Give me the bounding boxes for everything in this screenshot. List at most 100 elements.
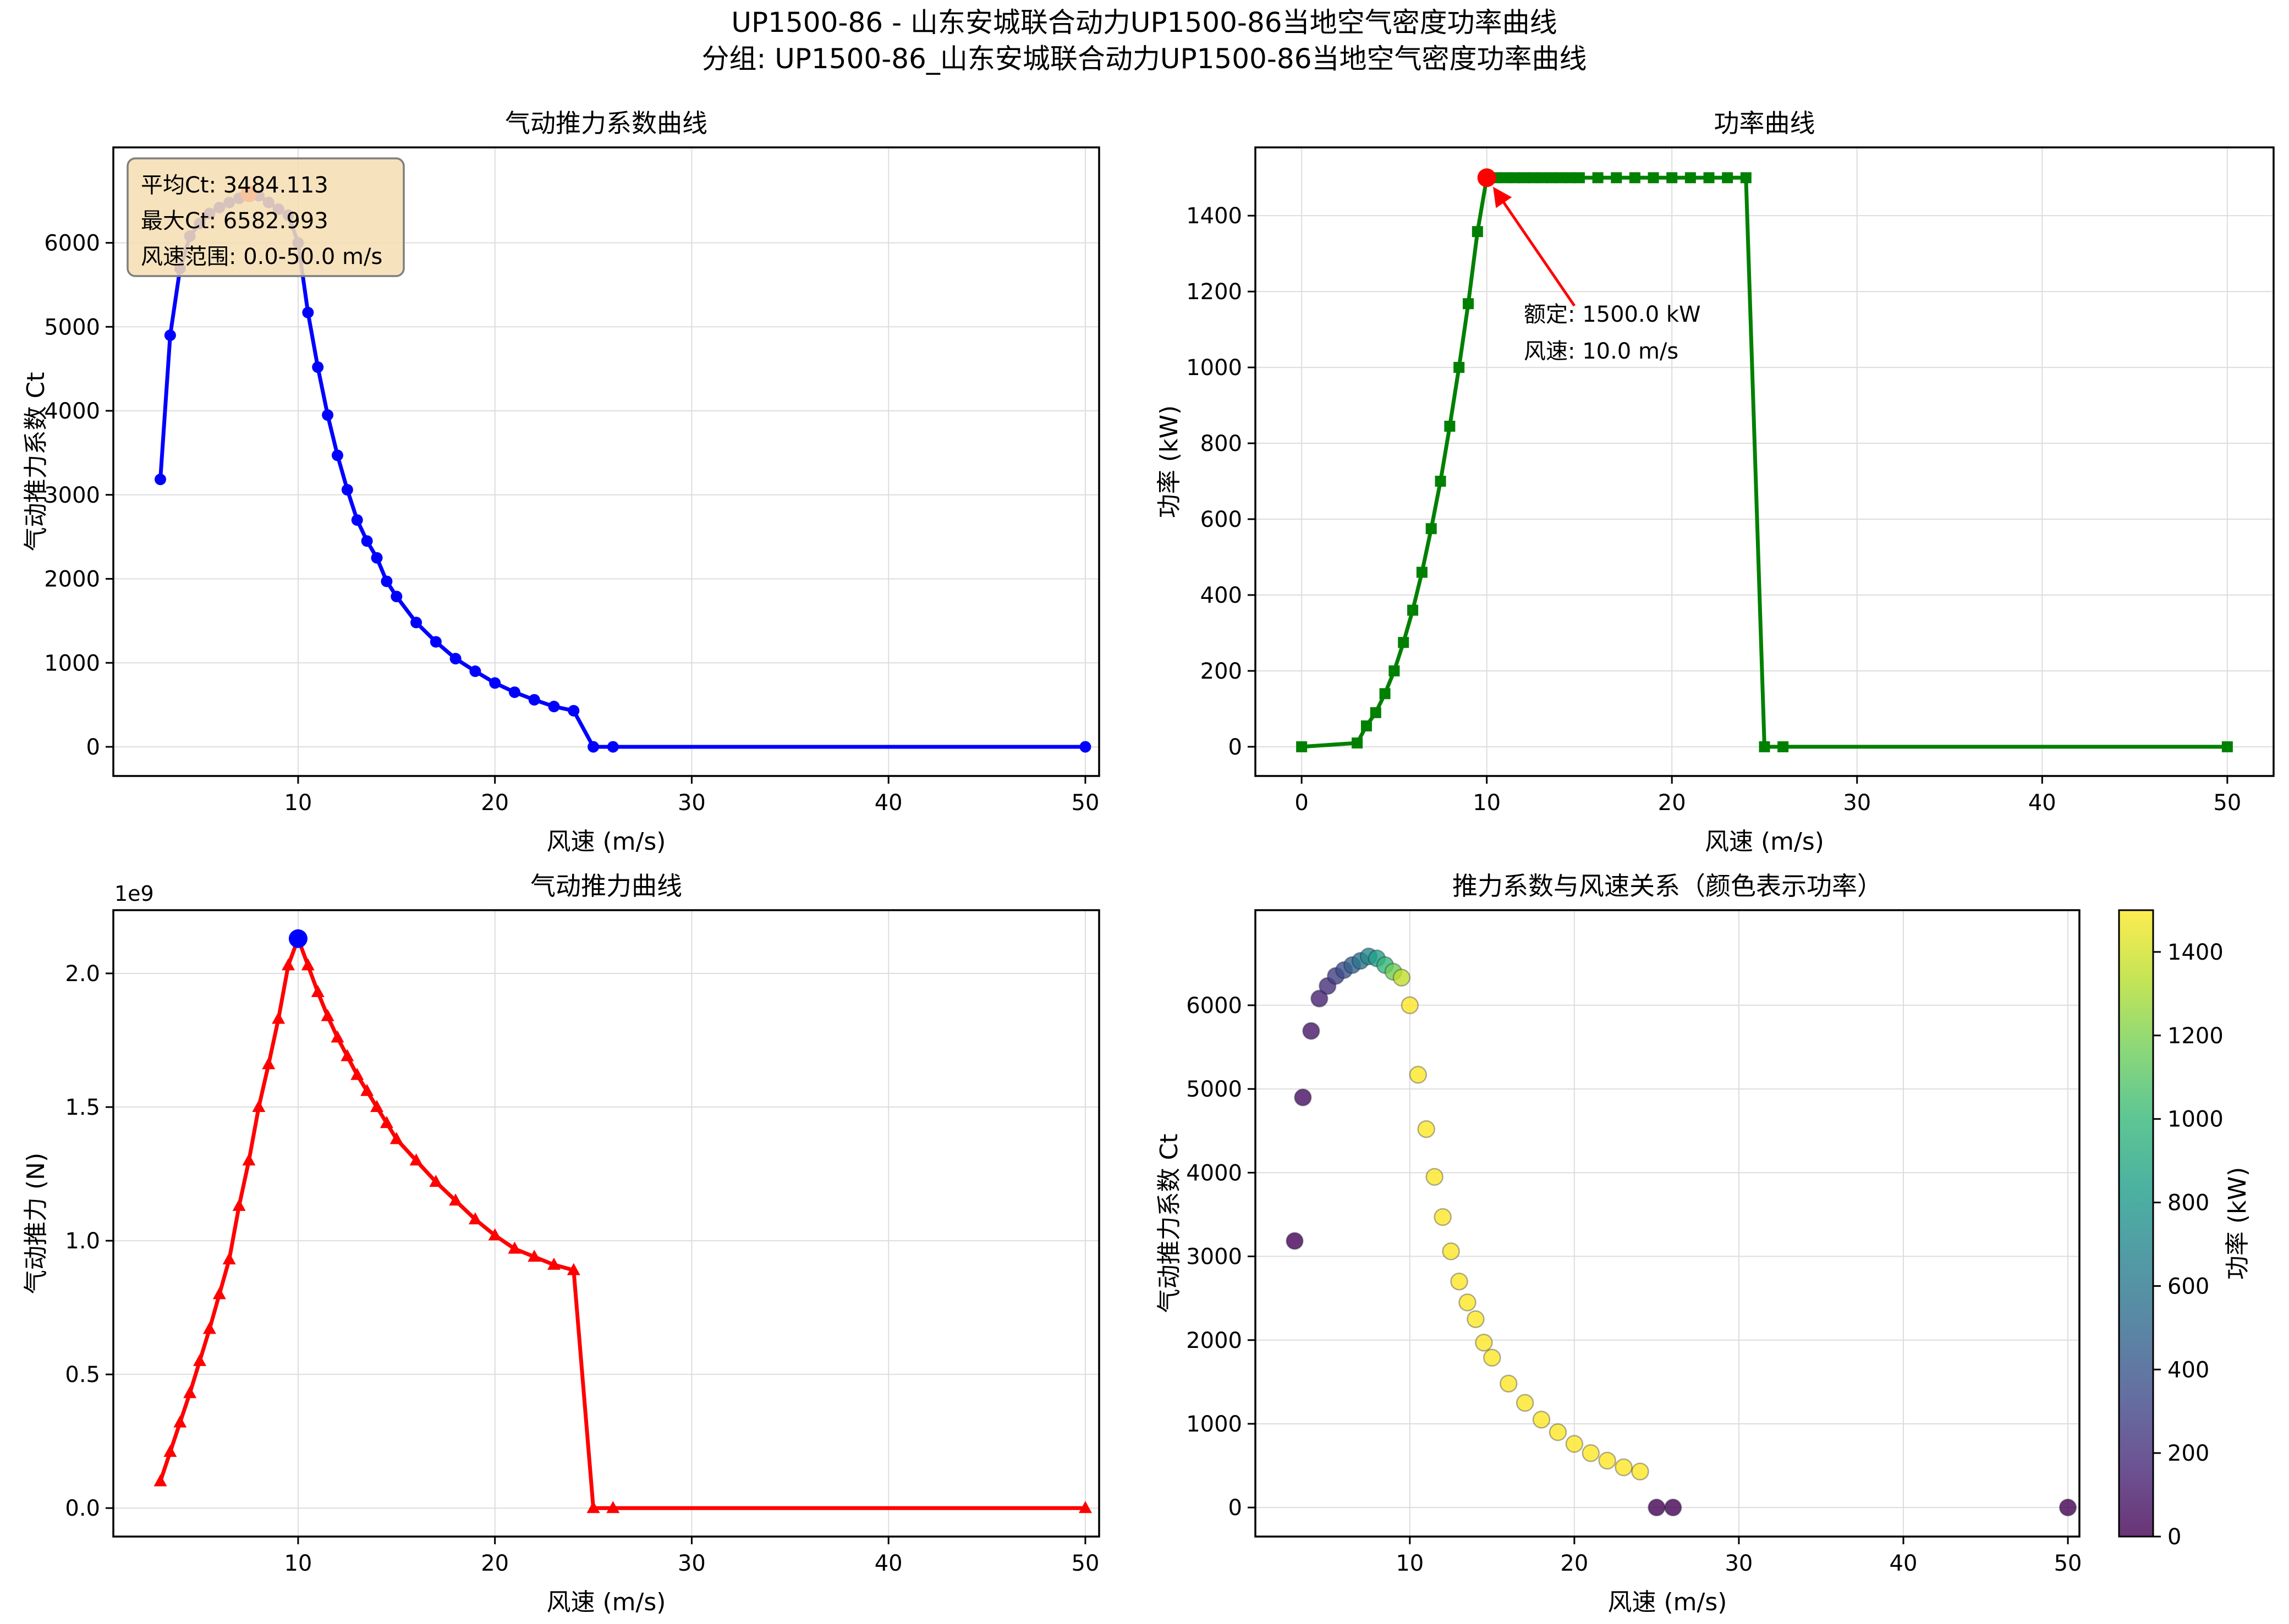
y-tick-label: 0 [1228, 1495, 1242, 1521]
data-point-marker [331, 1030, 344, 1043]
y-tick-label: 0.5 [65, 1362, 100, 1388]
y-tick-label: 400 [1200, 583, 1242, 608]
data-point-marker [262, 1057, 276, 1070]
scatter-point [1500, 1374, 1518, 1393]
scatter-point [1467, 1310, 1485, 1328]
data-point-marker [155, 474, 167, 486]
data-point-marker [567, 1263, 580, 1275]
data-point-marker [202, 1322, 216, 1334]
data-point-marker [183, 1386, 197, 1399]
y-tick-label: 200 [1200, 659, 1242, 684]
ticks-power_curve: 0 10 20 30 40 50 0 200 400 600 800 1000 1200 1400 [1186, 203, 2241, 816]
data-point-marker [1759, 741, 1770, 752]
scatter-point [1483, 1348, 1501, 1367]
ticks-ct_scatter: 10 20 30 40 50 0 1000 2000 3000 4000 5000 6000 [1186, 993, 2082, 1576]
scatter-point [1310, 989, 1329, 1008]
x-tick-label: 30 [1725, 1551, 1753, 1576]
data-point-marker [1629, 172, 1640, 184]
stats-annotation-line: 风速范围: 0.0-50.0 m/s [141, 244, 382, 269]
colorbar: 0 200 400 600 800 1000 1200 1400 功率 (kW) [2118, 909, 2252, 1550]
y-tick-label: 2000 [44, 567, 100, 592]
y-tick-label: 4000 [44, 399, 100, 424]
subplot-power_curve: 额定: 1500.0 kW 风速: 10.0 m/s 0 10 20 30 40 50 0 200… [1155, 108, 2275, 856]
data-point-marker [1684, 172, 1696, 184]
data-point-marker [153, 1474, 167, 1487]
figure-suptitle-line1: UP1500-86 - 山东安城联合动力UP1500-86当地空气密度功率曲线 [731, 7, 1557, 38]
data-point-marker [1777, 741, 1789, 752]
scatter-point [1434, 1208, 1452, 1226]
y-tick-label: 6000 [1186, 993, 1242, 1019]
colorbar-tick-label: 0 [2167, 1524, 2181, 1550]
data-point-marker [1352, 737, 1363, 748]
y-tick-label: 1400 [1186, 203, 1242, 229]
data-point-marker [1740, 172, 1752, 184]
scatter-point [1631, 1462, 1649, 1480]
scatter-point [1549, 1423, 1567, 1441]
x-tick-label: 50 [1072, 790, 1100, 816]
data-point-marker [468, 1212, 482, 1225]
colorbar-tick-label: 400 [2167, 1357, 2209, 1383]
data-point-marker [1463, 298, 1474, 310]
y-tick-label: 1000 [1186, 1412, 1242, 1437]
scatter-point [1417, 1120, 1435, 1138]
x-tick-label: 40 [875, 1551, 903, 1576]
axes-frame [112, 909, 1100, 1538]
x-axis-label: 风速 (m/s) [547, 1588, 666, 1616]
data-point-marker [1472, 226, 1483, 238]
data-point-marker [212, 1287, 226, 1300]
grid-power_curve [1255, 147, 2274, 776]
scatter-point [1565, 1435, 1584, 1453]
data-point-marker [528, 1249, 541, 1262]
x-tick-label: 40 [875, 790, 903, 816]
data-point-marker [302, 306, 314, 318]
scatter-point [1648, 1498, 1666, 1517]
axes-frame [1254, 909, 2081, 1538]
data-point-marker [429, 1175, 443, 1187]
data-point-marker [232, 1198, 246, 1211]
y-axis-offset-text: 1e9 [114, 882, 154, 906]
data-point-marker [1573, 172, 1585, 184]
data-point-marker [1592, 172, 1604, 184]
data-point-marker [1453, 362, 1465, 373]
data-point-marker [449, 1193, 463, 1206]
data-point-marker [1407, 604, 1419, 616]
data-point-marker [488, 1228, 502, 1241]
data-point-marker [312, 361, 324, 373]
y-tick-label: 6000 [44, 231, 100, 256]
y-tick-label: 1000 [44, 651, 100, 676]
data-point-marker [163, 1445, 177, 1457]
x-tick-label: 50 [2213, 790, 2241, 816]
data-point-marker [548, 701, 560, 713]
data-point-marker [508, 686, 520, 698]
data-point-marker [1416, 566, 1428, 578]
data-point-marker [252, 1100, 266, 1113]
x-tick-label: 20 [481, 790, 509, 816]
data-point-marker [1536, 172, 1548, 184]
data-point-marker [469, 665, 481, 678]
x-tick-label: 10 [284, 790, 312, 816]
data-point-marker [311, 984, 325, 997]
scatter-point [1450, 1272, 1468, 1291]
scatter-point [1615, 1458, 1633, 1477]
y-tick-label: 5000 [1186, 1077, 1242, 1102]
y-axis-label: 气动推力系数 Ct [1155, 1134, 1183, 1313]
data-point-marker [606, 1501, 620, 1513]
data-point-marker [1648, 172, 1659, 184]
data-point-marker [1398, 637, 1409, 648]
rated-annotation: 额定: 1500.0 kW 风速: 10.0 m/s [1493, 186, 1701, 364]
subplot-ct_scatter: 10 20 30 40 50 0 1000 2000 3000 4000 5000 6000 推力系数与… [1155, 871, 2082, 1616]
y-tick-label: 600 [1200, 507, 1242, 532]
data-point-marker [508, 1241, 522, 1254]
x-tick-label: 10 [1473, 790, 1501, 816]
ticks-ct_curve: 10 20 30 40 50 0 1000 2000 3000 4000 5000 6000 [44, 231, 1099, 816]
data-point-marker [381, 575, 393, 587]
scatter-point [1582, 1444, 1600, 1462]
data-point-marker [1518, 172, 1529, 184]
y-axis-label: 气动推力 (N) [22, 1153, 50, 1294]
data-point-marker [1611, 172, 1622, 184]
data-point-marker [528, 693, 540, 706]
rated-annotation-arrow [1493, 186, 1576, 307]
y-tick-label: 3000 [1186, 1245, 1242, 1270]
colorbar-label: 功率 (kW) [2224, 1167, 2252, 1280]
scatter-point [1516, 1394, 1534, 1412]
